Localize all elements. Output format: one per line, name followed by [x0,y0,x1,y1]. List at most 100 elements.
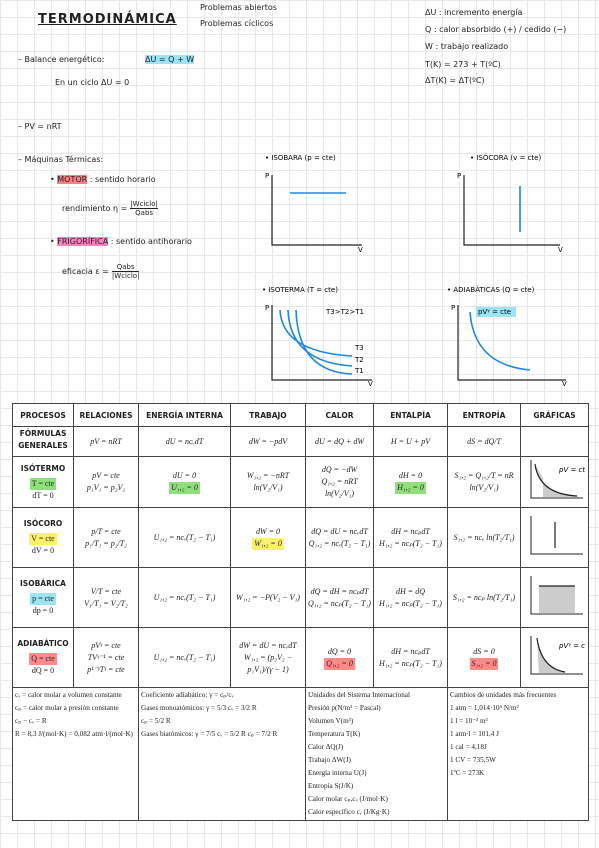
cell: ISOBÁRICA p = cte dp = 0 [12,567,74,628]
cell: U₁,₂ = ncᵥ(T₂ − T₁) [138,627,231,688]
footer-line: cᵥ = calor molar a volumen constante [15,691,122,699]
fridge-name: FRIGORÍFICA [57,237,109,246]
cell [520,567,589,628]
motor-sense: : sentido horario [89,175,156,184]
cell: U₁,₂ = ncᵥ(T₂ − T₁) [138,507,231,568]
formula: dU = dQ + dW [314,436,364,446]
formula: dU = 0 [172,471,197,480]
axes [530,635,583,674]
metric: eficacia [62,267,93,276]
column-header: RELACIONES [73,403,139,427]
cell: pV = cte [520,456,589,508]
cell: p/T = cte p₁/T₁ = p₂/T₂ [73,507,139,568]
mini-graph: pV = cte [530,460,588,499]
column-header: ENERGÍA INTERNA [138,403,231,427]
fridge-sense: : sentido antihorario [110,237,192,246]
footer-line: Unidades del Sistema Internacional [308,691,410,699]
mini-graph [530,515,583,554]
cell: dH = ncₚdT H₁,₂ = ncₚ(T₂ − T₁) [373,507,448,568]
axes [530,515,583,554]
footer-line: Gases monoatómicos: γ = 5/3 cᵥ = 3/2 R [141,704,257,712]
formula: dQ = dH = ncₚdT [310,586,369,596]
footer-line: Entropía S(J/K) [308,782,354,790]
curve-label: pVᵞ = cte [478,308,511,316]
footer-line: 1 atm = 1,014·10⁵ N/m² [450,704,519,712]
curve-label: T3>T2>T1 [325,308,364,316]
shaded-area [536,637,565,674]
formula: Q₁,₂ = ncₚ(T₂ − T₁) [308,598,371,608]
formula: p/T = cte [91,526,121,536]
process-curve [535,637,565,673]
isotherm-curve [295,309,353,375]
cell: dW = 0 W₁,₂ = 0 [230,507,306,568]
formula: p¹⁻ᵞTᵞ = cte [87,664,125,674]
formula: Q₁,₂ = 0 [324,657,355,670]
column-header: PROCESOS [12,403,74,427]
formula: dH = ncₚdT [391,646,430,656]
axis-label: P [457,172,461,180]
isotherm-curve [287,309,353,367]
process-name: ADIABÁTICO [17,639,69,648]
definition: ΔT(K) = ΔT(ºC) [425,76,485,85]
cell: W₁,₂ = −P(V₂ − V₁) [230,567,306,628]
footer-line: 1 CV = 735,5W [450,756,496,764]
cell: dS = 0 S₁,₂ = 0 [447,627,521,688]
formula: p₁V₁ = p₂V₂ [86,483,126,492]
axis-label: P [265,172,269,180]
footer-line: Cambios de unidades más frecuentes [450,691,557,699]
formula: W₁,₂ = 0 [252,537,284,550]
process-name: ISÓTERMO [20,463,66,473]
formula: pV = nRT [90,436,122,446]
axis-label: V [562,380,567,388]
formula: pV = cte [92,471,120,480]
footer-cell: Cambios de unidades más frecuentes 1 atm … [447,687,589,821]
formula: dW = 0 [255,526,281,536]
formula: U₁,₂ = ncᵥ(T₂ − T₁) [153,532,216,542]
axis-label: V [368,380,373,388]
symbol: η = [113,204,128,213]
formula: H₁,₂ = ncₚ(T₂ − T₁) [379,538,442,548]
footer-line: Calor específico cₑ (J/Kg·K) [308,808,390,816]
footer-line: Coeficiente adiabático: γ = cₚ/cᵥ [141,691,234,699]
formula: dV = 0 [31,546,55,555]
footer-line: Energía interna U(J) [308,769,367,777]
footer-line: 1ºC = 273K [450,769,485,777]
footer-cell: Coeficiente adiabático: γ = cₚ/cᵥ Gases m… [138,687,306,821]
column-header: GRÁFICAS [520,403,589,427]
axis-label: V [558,246,563,254]
curve-label: T3 [354,344,364,352]
formula: p = cte [30,593,56,605]
cell: dH = 0 H₁,₂ = 0 [373,456,448,508]
cell: S₁,₂ = ncₚ ln(T₂/T₁) [447,567,521,628]
process-row: ISÓTERMO T = cte dT = 0 pV = cte p₁V₁ = p₂V₂… [12,456,589,508]
gas-law: – PV = nRT [18,122,62,131]
footer-row: cᵥ = calor molar a volumen constante cₚ =… [12,687,589,821]
formula: S₁,₂ = ncᵥ ln(T₂/T₁) [453,532,515,542]
cell: V/T = cte V₁/T₁ = V₂/T₂ [73,567,139,628]
formula: W₁,₂ = −P(V₂ − V₁) [236,592,300,602]
process-row: FÓRMULAS GENERALES pV = nRT dU = ncᵥdT dW =… [12,426,589,457]
formula: V/T = cte [90,586,122,596]
process-row: ADIABÁTICO Q = cte dQ = 0 pVᵞ = cte TVᵞ⁻¹ = … [12,627,589,688]
shaded-area [538,585,575,614]
footer-line: R = 8,3 J/(mol·K) = 0,082 atm·l/(mol·K) [15,730,133,738]
formula: Q₁,₂ = ncᵥ(T₂ − T₁) [308,538,371,548]
balance-label: – Balance energético: [18,55,105,64]
cell: FÓRMULAS GENERALES [12,426,74,457]
footer-line: Temperatura T(K) [308,730,361,738]
formula: S₁,₂ = ncₚ ln(T₂/T₁) [452,592,516,602]
adiabat-curve [469,311,531,371]
formula: dT = 0 [32,490,54,500]
graph-title: • ISOTERMA (T = cte) [262,286,338,294]
cell: ADIABÁTICO Q = cte dQ = 0 [12,627,74,688]
cell: W₁,₂ = −nRT ln(V₂/V₁) [230,456,306,508]
formula: W₁,₂ = (p₂V₂ − p₁V₁)/(γ − 1) [243,652,293,674]
numerator: |Wciclo| [130,200,158,209]
formula: pVᵞ = cte [91,640,121,650]
numerator: Qabs [111,263,140,272]
formula: Q₁,₂ = nRT ln(V₂/V₁) [321,477,358,498]
axis-label: P [265,304,269,312]
cycle-note: En un ciclo ΔU = 0 [55,78,130,87]
denominator: |Wciclo| [111,272,140,280]
column-header: ENTROPÍA [447,403,521,427]
